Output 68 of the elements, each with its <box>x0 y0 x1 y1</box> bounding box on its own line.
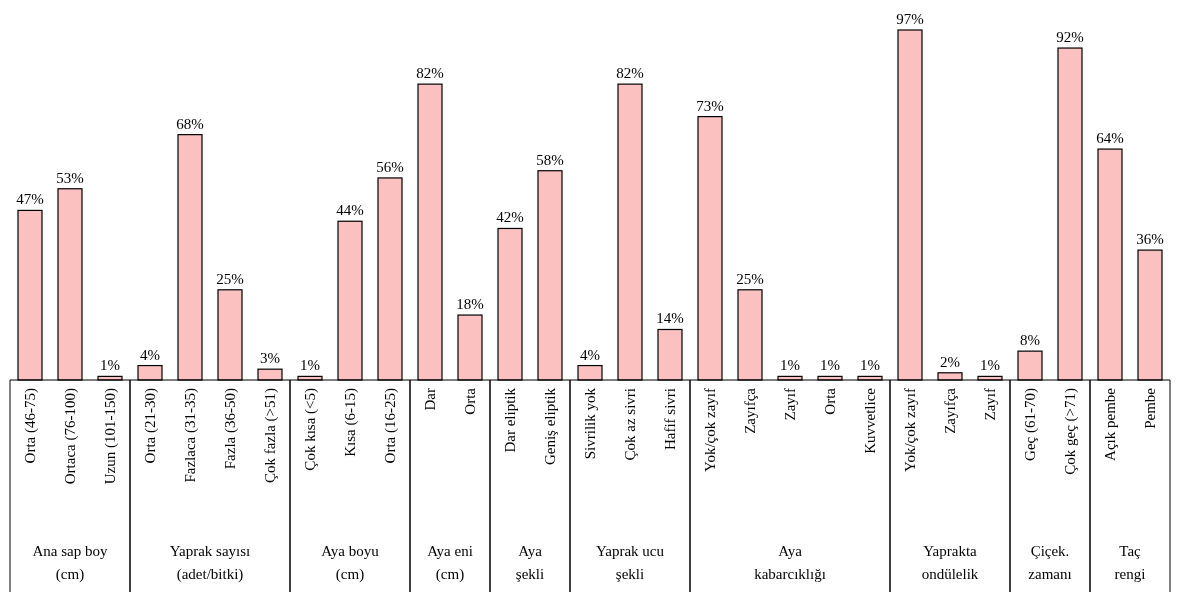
x-tick-label: Kısa (6-15) <box>342 388 359 457</box>
x-tick-label: Çok fazla (>51) <box>262 388 279 484</box>
data-label: 1% <box>860 357 880 374</box>
data-label: 25% <box>216 270 244 287</box>
data-label: 68% <box>176 115 204 132</box>
x-tick-label: Zayıfça <box>742 387 758 434</box>
x-tick-label: Geniş eliptik <box>542 387 558 466</box>
x-tick-label: Fazla (36-50) <box>222 388 239 470</box>
data-label: 36% <box>1136 231 1164 248</box>
x-axis-title: Aya şekli <box>515 543 545 582</box>
data-label: 97% <box>896 11 924 27</box>
data-label: 2% <box>940 353 960 370</box>
x-axis-title: Yaprak sayısı (adet/bitki) <box>169 543 251 583</box>
x-tick-label: Uzun (101-150) <box>102 388 119 485</box>
x-tick-label: Orta <box>462 387 478 415</box>
x-tick-label: Yok/çok zayıf <box>902 388 918 472</box>
data-label: 82% <box>416 65 444 82</box>
x-axis-title: Aya eni (cm) <box>427 543 473 583</box>
x-tick-label: Açık pembe <box>1102 387 1118 461</box>
x-tick-label: Çok kısa (<5) <box>302 388 319 471</box>
x-axis-title: Yaprakta ondülelik <box>921 543 979 582</box>
data-label: 1% <box>100 357 120 374</box>
data-label: 1% <box>980 357 1000 374</box>
data-label: 8% <box>1020 332 1040 349</box>
x-tick-label: Geç (61-70) <box>1022 388 1039 461</box>
x-tick-label: Çok geç (>71) <box>1062 388 1079 475</box>
x-tick-label: Orta <box>822 387 838 415</box>
data-label: 64% <box>1096 130 1124 147</box>
x-tick-label: Dar <box>422 388 438 411</box>
x-axis-title: Yaprak ucu şekli <box>595 543 665 582</box>
x-axis-title: Çiçek. zamanı <box>1028 543 1072 582</box>
x-tick-label: Ortaca (76-100) <box>62 388 79 485</box>
x-tick-label: Zayıf <box>782 388 798 421</box>
x-axis-title: Aya kabarcıklığı <box>754 543 826 582</box>
data-label: 42% <box>496 209 524 226</box>
x-tick-label: Orta (16-25) <box>382 388 399 464</box>
data-label: 44% <box>336 202 364 219</box>
x-tick-label: Kuvvetlice <box>862 387 878 454</box>
x-tick-label: Sivrilik yok <box>582 387 598 460</box>
x-tick-label: Zayıfça <box>942 387 958 434</box>
x-tick-label: Orta (46-75) <box>22 388 39 464</box>
x-tick-label: Fazlaca (31-35) <box>182 388 199 483</box>
data-label: 4% <box>580 346 600 363</box>
x-axis-title: Aya boyu (cm) <box>321 543 380 583</box>
data-label: 92% <box>1056 29 1084 46</box>
x-tick-label: Çok az sivri <box>622 388 638 461</box>
x-tick-label: Hafif sivri <box>662 388 678 451</box>
x-tick-label: Dar eliptik <box>502 387 518 453</box>
data-label: 53% <box>56 169 84 186</box>
data-label: 3% <box>260 350 280 367</box>
x-tick-label: Yok/çok zayıf <box>702 388 718 472</box>
x-tick-label: Pembe <box>1142 387 1158 429</box>
x-tick-label: Zayıf <box>982 388 998 421</box>
data-label: 18% <box>456 296 484 313</box>
data-label: 4% <box>140 346 160 363</box>
data-label: 1% <box>820 357 840 374</box>
x-tick-label: Orta (21-30) <box>142 388 159 464</box>
data-label: 82% <box>616 65 644 82</box>
data-label: 47% <box>16 191 44 208</box>
x-axis-title: Taç rengi <box>1114 543 1146 582</box>
data-label: 1% <box>780 357 800 374</box>
x-axis-title: Ana sap boy (cm) <box>32 543 108 583</box>
data-label: 58% <box>536 151 564 168</box>
data-label: 56% <box>376 158 404 175</box>
data-label: 25% <box>736 270 764 287</box>
data-label: 1% <box>300 357 320 374</box>
data-label: 14% <box>656 310 684 327</box>
data-label: 73% <box>696 97 724 114</box>
